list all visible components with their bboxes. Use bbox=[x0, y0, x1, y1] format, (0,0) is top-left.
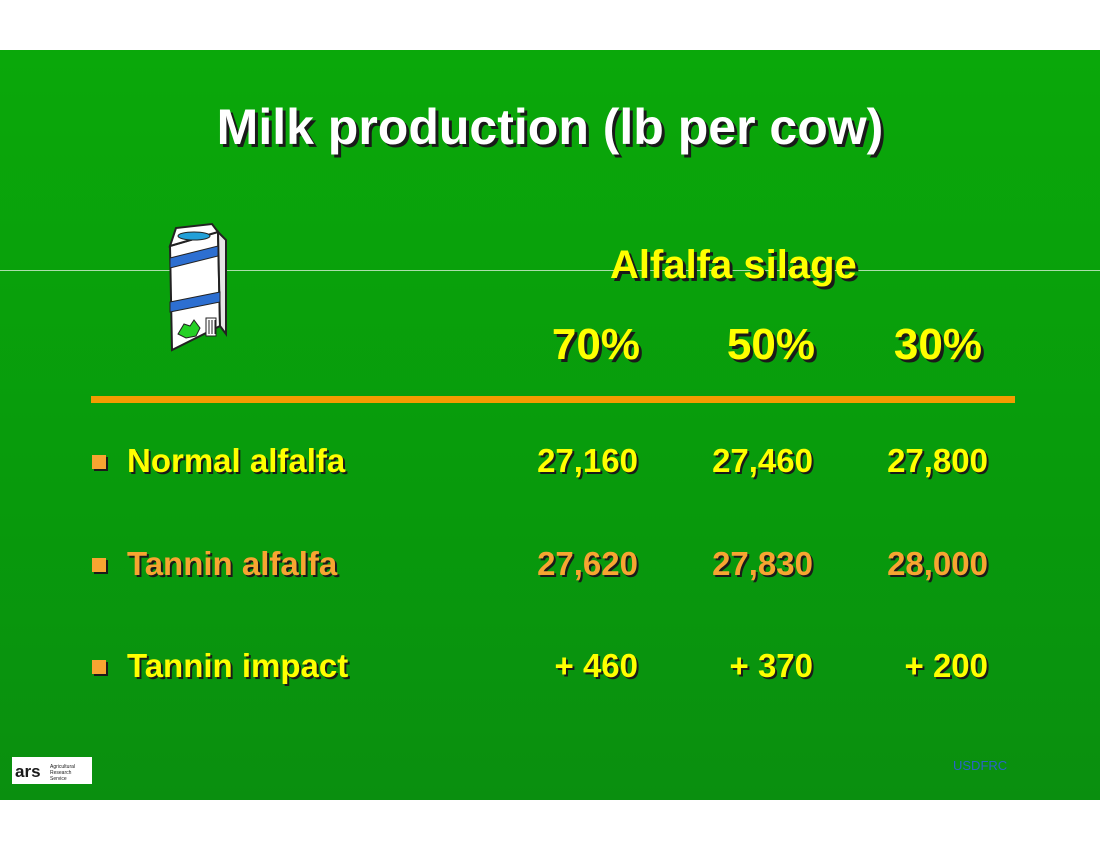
svg-text:Agricultural: Agricultural bbox=[50, 764, 75, 770]
cell-impact-70: + 460 bbox=[554, 647, 639, 684]
row-label-tannin-alfalfa: Tannin alfalfa bbox=[127, 545, 338, 582]
column-header-50: 50% bbox=[726, 320, 815, 369]
row-label-normal-alfalfa: Normal alfalfa bbox=[127, 442, 346, 479]
milk-carton-icon bbox=[168, 222, 227, 352]
header-divider bbox=[91, 396, 1015, 403]
column-header-30: 30% bbox=[893, 320, 982, 369]
logo-mark: ars bbox=[15, 762, 41, 781]
cell-normal-30: 27,800 bbox=[887, 442, 988, 479]
cell-tannin-30: 28,000 bbox=[887, 545, 988, 582]
cell-impact-30: + 200 bbox=[904, 647, 989, 684]
cell-normal-50: 27,460 bbox=[712, 442, 813, 479]
slide-title: Milk production (lb per cow) bbox=[216, 99, 884, 155]
footer-source: USDFRC bbox=[953, 758, 1008, 773]
svg-text:Research: Research bbox=[50, 770, 72, 776]
slide: Milk production (lb per cow) Alfalfa sil… bbox=[0, 50, 1100, 800]
cell-impact-50: + 370 bbox=[729, 647, 814, 684]
cell-tannin-50: 27,830 bbox=[712, 545, 813, 582]
ars-logo: ars Agricultural Research Service bbox=[12, 757, 92, 784]
svg-text:Service: Service bbox=[50, 776, 67, 782]
square-bullet-icon bbox=[92, 660, 106, 674]
cell-tannin-70: 27,620 bbox=[537, 545, 638, 582]
row-label-tannin-impact: Tannin impact bbox=[127, 647, 349, 684]
background-rule bbox=[0, 270, 1100, 271]
cell-normal-70: 27,160 bbox=[537, 442, 638, 479]
column-group-heading: Alfalfa silage bbox=[610, 243, 857, 287]
square-bullet-icon bbox=[92, 558, 106, 572]
column-header-70: 70% bbox=[551, 320, 640, 369]
square-bullet-icon bbox=[92, 455, 106, 469]
